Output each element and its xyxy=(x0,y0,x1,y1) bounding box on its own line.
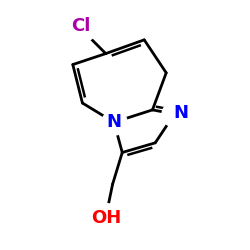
Text: Cl: Cl xyxy=(71,17,91,35)
Text: OH: OH xyxy=(91,210,121,228)
Text: N: N xyxy=(174,104,189,122)
Text: N: N xyxy=(106,113,122,131)
